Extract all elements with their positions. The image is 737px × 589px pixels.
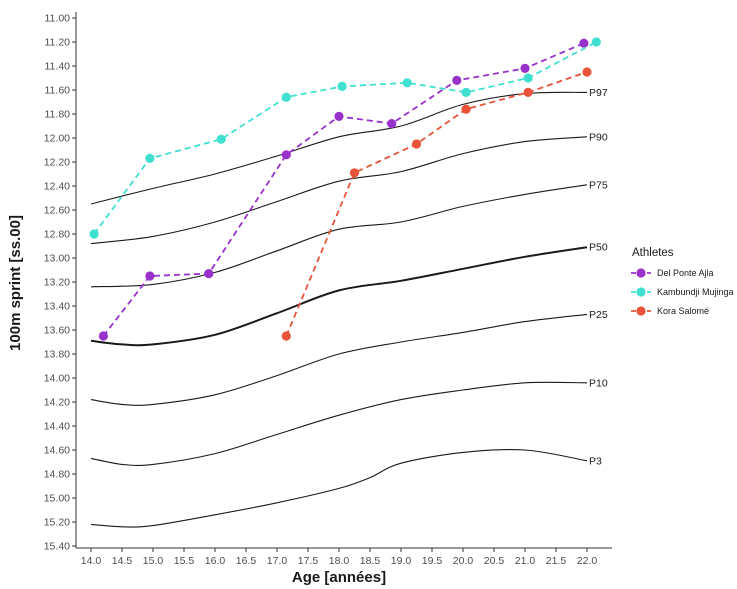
y-tick-label: 13.20	[44, 277, 70, 289]
legend-key-point-kambundji-mujinga	[636, 287, 646, 297]
x-tick-label: 17.0	[267, 555, 288, 567]
curve-p97	[90, 91, 588, 205]
series-point-kambundji-mujinga	[402, 78, 412, 88]
curve-p10	[90, 381, 588, 467]
curve-p75	[90, 184, 588, 288]
y-tick-label: 13.40	[44, 301, 70, 313]
series-point-del-ponte-ajla	[145, 271, 155, 281]
legend-label-kora-salom-: Kora Salomé	[657, 306, 709, 316]
y-tick-label: 11.00	[45, 13, 71, 25]
y-tick-label: 12.80	[44, 229, 70, 241]
curve-label-p25: P25	[589, 309, 608, 321]
x-tick-label: 17.5	[298, 555, 319, 567]
series-point-kora-salom-	[281, 331, 291, 341]
series-point-kora-salom-	[461, 104, 471, 114]
legend: Athletes Del Ponte Ajla Kambundji Mujinga…	[631, 247, 734, 316]
x-axis-title: Age [années]	[292, 569, 386, 586]
x-tick-label: 19.5	[422, 555, 443, 567]
x-tick-label: 19.0	[391, 555, 412, 567]
series-point-kambundji-mujinga	[145, 153, 155, 163]
series-line-kora-salom-	[285, 71, 588, 337]
y-tick-label: 15.00	[44, 493, 70, 505]
athlete-series	[89, 37, 601, 341]
series-point-kambundji-mujinga	[89, 229, 99, 239]
series-line-kambundji-mujinga	[93, 41, 597, 235]
y-tick-label: 12.20	[44, 157, 70, 169]
curve-p90	[90, 136, 588, 245]
curve-p25	[90, 313, 588, 406]
y-tick-label: 12.60	[44, 205, 70, 217]
series-point-kambundji-mujinga	[216, 134, 226, 144]
y-tick-label: 11.80	[45, 109, 71, 121]
legend-key-point-kora-salom-	[636, 306, 646, 316]
y-tick-label: 15.20	[44, 517, 70, 529]
y-tick-label: 12.40	[44, 181, 70, 193]
x-tick-label: 22.0	[577, 555, 598, 567]
series-point-del-ponte-ajla	[520, 63, 530, 73]
series-point-kambundji-mujinga	[281, 92, 291, 102]
series-point-del-ponte-ajla	[452, 75, 462, 85]
legend-label-del-ponte-ajla: Del Ponte Ajla	[657, 268, 714, 278]
series-point-del-ponte-ajla	[579, 38, 589, 48]
series-point-kora-salom-	[582, 67, 592, 77]
curve-label-p97: P97	[589, 87, 608, 99]
y-tick-label: 14.40	[44, 421, 70, 433]
curve-p3	[90, 448, 588, 528]
y-tick-label: 14.00	[44, 373, 70, 385]
legend-label-kambundji-mujinga: Kambundji Mujinga	[657, 287, 734, 297]
legend-title: Athletes	[632, 247, 674, 259]
x-tick-label: 16.0	[205, 555, 226, 567]
y-tick-label: 14.20	[44, 397, 70, 409]
y-tick-label: 11.40	[45, 61, 71, 73]
x-tick-label: 15.0	[143, 555, 164, 567]
series-point-kambundji-mujinga	[523, 73, 533, 83]
curve-label-p3: P3	[589, 455, 602, 467]
series-point-del-ponte-ajla	[334, 111, 344, 121]
x-tick-label: 20.5	[484, 555, 505, 567]
curve-label-p90: P90	[589, 131, 608, 143]
curve-label-p75: P75	[589, 179, 608, 191]
series-point-kambundji-mujinga	[591, 37, 601, 47]
x-tick-label: 14.5	[112, 555, 133, 567]
series-point-kora-salom-	[523, 87, 533, 97]
x-tick-label: 14.0	[81, 555, 102, 567]
x-tick-label: 21.0	[515, 555, 536, 567]
y-tick-label: 13.00	[44, 253, 70, 265]
series-point-del-ponte-ajla	[387, 119, 397, 129]
y-tick-label: 13.80	[44, 349, 70, 361]
y-axis-title: 100m sprint [ss.00]	[7, 215, 24, 351]
y-tick-label: 11.60	[45, 85, 71, 97]
y-tick-label: 15.40	[44, 541, 70, 553]
series-point-kora-salom-	[349, 168, 360, 178]
series-point-kambundji-mujinga	[461, 87, 471, 97]
curve-label-p50: P50	[589, 242, 608, 254]
x-tick-label: 15.5	[174, 555, 195, 567]
series-point-kora-salom-	[411, 139, 422, 149]
x-tick-label: 16.5	[236, 555, 257, 567]
percentile-curves: P97 P90 P75 P50 P25 P10 P3	[90, 87, 608, 528]
x-tick-label: 18.0	[329, 555, 350, 567]
x-tick-label: 21.5	[546, 555, 567, 567]
y-tick-label: 14.60	[44, 445, 70, 457]
curve-label-p10: P10	[589, 377, 608, 389]
x-tick-label: 20.0	[453, 555, 474, 567]
series-point-kambundji-mujinga	[337, 81, 347, 91]
axes: 11.00 11.20 11.40 11.60 11.80 12.00 12.20 12.40…	[44, 12, 612, 567]
series-point-del-ponte-ajla	[281, 150, 291, 160]
y-tick-label: 13.60	[44, 325, 70, 337]
y-tick-label: 11.20	[45, 37, 71, 49]
legend-key-point-del-ponte-ajla	[636, 268, 646, 278]
x-tick-label: 18.5	[360, 555, 381, 567]
curve-p50	[90, 246, 588, 347]
y-tick-label: 14.80	[44, 469, 70, 481]
series-point-del-ponte-ajla	[204, 269, 214, 279]
series-point-del-ponte-ajla	[98, 331, 108, 341]
y-tick-label: 12.00	[44, 133, 70, 145]
